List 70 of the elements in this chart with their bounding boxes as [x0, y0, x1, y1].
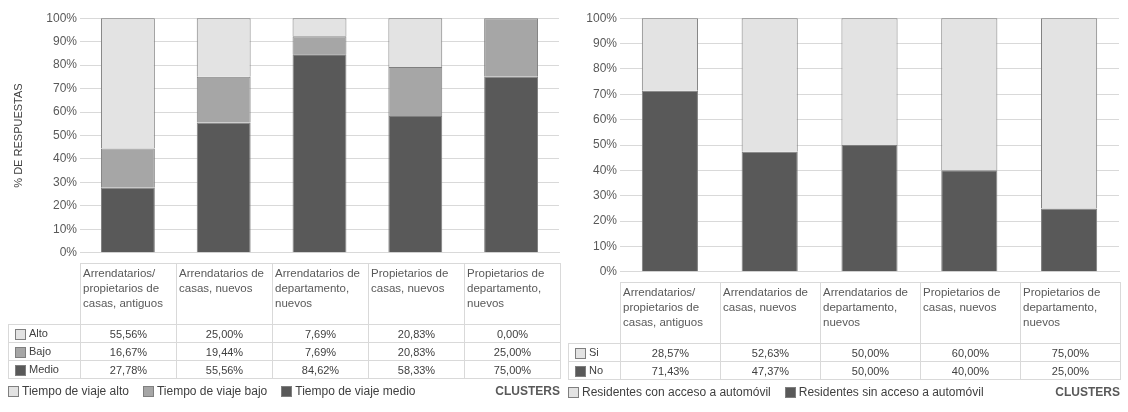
- text: Si: [568, 343, 621, 362]
- x-tick-label: Arrendatarios de departamento, nuevos: [272, 263, 369, 325]
- y-tick-label: 100%: [586, 10, 618, 25]
- data-label: 50,00%: [820, 343, 921, 362]
- data-label: 19,44%: [176, 342, 273, 361]
- y-tick-label: 50%: [592, 137, 618, 152]
- data-label: 60,00%: [920, 343, 1021, 362]
- y-tick-label: 10%: [52, 221, 78, 236]
- x-tick-label: Arrendatarios de casas, nuevos: [176, 263, 273, 325]
- y-tick-label: 90%: [52, 33, 78, 48]
- y-tick-label: 10%: [592, 238, 618, 253]
- x-tick-label: Arrendatarios de casas, nuevos: [720, 282, 821, 344]
- x-tick-label: Propietarios de departamento, nuevos: [1020, 282, 1121, 344]
- data-label: 25,00%: [176, 324, 273, 343]
- data-label: 20,83%: [368, 342, 465, 361]
- data-label: 52,63%: [720, 343, 821, 362]
- y-tick-label: 80%: [52, 57, 78, 72]
- y-tick-label: 40%: [592, 162, 618, 177]
- y-axis-title: % DE RESPUESTAS: [11, 83, 24, 188]
- y-tick-label: 50%: [52, 127, 78, 142]
- data-label: 40,00%: [920, 361, 1021, 380]
- data-label: 75,00%: [1020, 343, 1121, 362]
- legend-label: Tiempo de viaje bajo: [155, 384, 268, 398]
- y-tick-label: 0%: [599, 264, 618, 279]
- y-tick-label: 60%: [592, 111, 618, 126]
- data-label: 20,83%: [368, 324, 465, 343]
- data-label: 55,56%: [80, 324, 177, 343]
- text: No: [568, 361, 621, 380]
- data-label: 28,57%: [620, 343, 721, 362]
- x-tick-label: Arrendatarios/ propietarios de casas, antiguos: [80, 263, 177, 325]
- data-label: 25,00%: [464, 342, 561, 361]
- y-tick-label: 40%: [52, 151, 78, 166]
- text: Medio: [8, 360, 81, 379]
- data-label: 47,37%: [720, 361, 821, 380]
- data-label: 0,00%: [464, 324, 561, 343]
- y-tick-label: 0%: [59, 245, 78, 260]
- x-tick-label: Arrendatarios de departamento, nuevos: [820, 282, 921, 344]
- data-label: 7,69%: [272, 324, 369, 343]
- data-label: 71,43%: [620, 361, 721, 380]
- legend-label: Tiempo de viaje alto: [21, 384, 129, 398]
- text: Alto: [8, 324, 81, 343]
- x-tick-label: Propietarios de casas, nuevos: [920, 282, 1021, 344]
- y-tick-label: 20%: [52, 198, 78, 213]
- y-tick-label: 80%: [592, 61, 618, 76]
- legend-label: Residentes sin acceso a automóvil: [797, 385, 984, 399]
- x-tick-label: Propietarios de casas, nuevos: [368, 263, 465, 325]
- y-tick-label: 20%: [592, 213, 618, 228]
- legend-label: Residentes con acceso a automóvil: [581, 385, 771, 399]
- data-label: 50,00%: [820, 361, 921, 380]
- y-tick-label: 90%: [592, 35, 618, 50]
- y-tick-label: 70%: [592, 86, 618, 101]
- legend-label: Tiempo de viaje medio: [294, 384, 416, 398]
- text: Bajo: [8, 342, 81, 361]
- x-axis-title: CLUSTERS: [1055, 385, 1120, 399]
- data-label: 7,69%: [272, 342, 369, 361]
- x-tick-label: Propietarios de departamento, nuevos: [464, 263, 561, 325]
- data-label: 27,78%: [80, 360, 177, 379]
- data-label: 58,33%: [368, 360, 465, 379]
- data-label: 16,67%: [80, 342, 177, 361]
- data-label: 55,56%: [176, 360, 273, 379]
- x-tick-label: Arrendatarios/ propietarios de casas, antiguos: [620, 282, 721, 344]
- x-axis-title: CLUSTERS: [495, 384, 560, 398]
- data-label: 25,00%: [1020, 361, 1121, 380]
- y-tick-label: 100%: [46, 10, 78, 25]
- y-tick-label: 60%: [52, 104, 78, 119]
- y-tick-label: 30%: [52, 174, 78, 189]
- data-label: 75,00%: [464, 360, 561, 379]
- y-tick-label: 30%: [592, 188, 618, 203]
- data-label: 84,62%: [272, 360, 369, 379]
- y-tick-label: 70%: [52, 80, 78, 95]
